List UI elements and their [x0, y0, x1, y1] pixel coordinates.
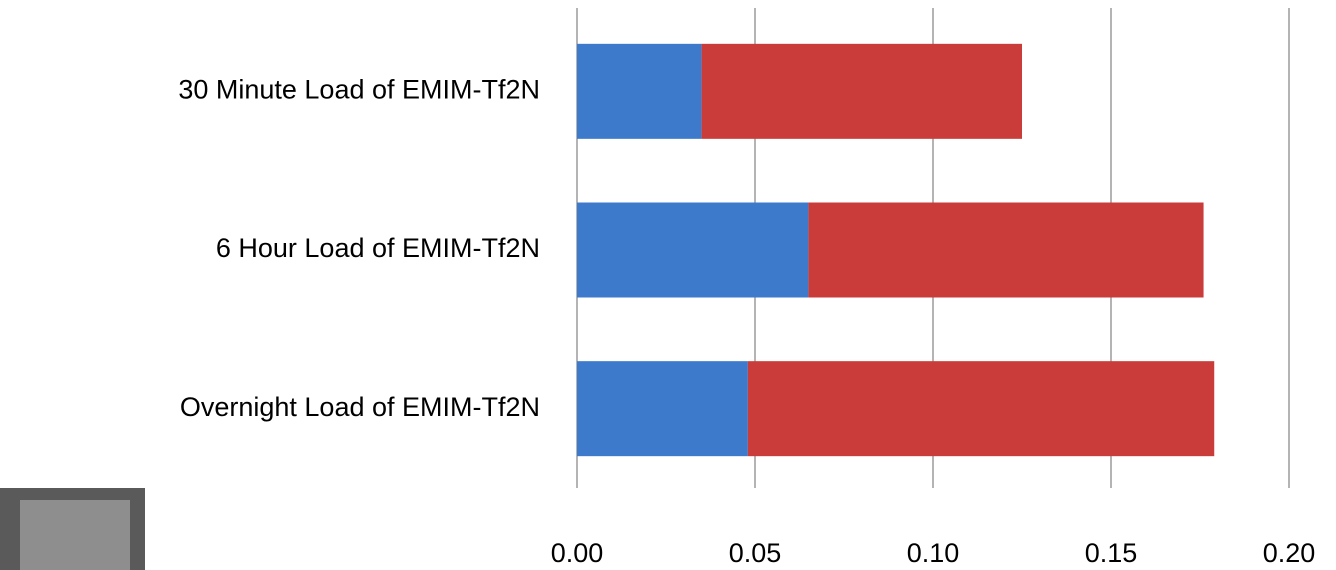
- x-tick-label: 0.20: [1263, 538, 1316, 568]
- y-tick-label: 30 Minute Load of EMIM-Tf2N: [178, 74, 540, 104]
- bar-segment: [808, 202, 1204, 298]
- photo-fragment-detail: [20, 500, 130, 570]
- x-tick-label: 0.00: [551, 538, 604, 568]
- bar-segment: [577, 202, 809, 298]
- x-tick-label: 0.15: [1085, 538, 1138, 568]
- bar-segment: [701, 43, 1022, 139]
- y-tick-label: Overnight Load of EMIM-Tf2N: [180, 392, 540, 422]
- bar-segment: [747, 361, 1215, 457]
- bar-segment: [577, 361, 748, 457]
- bar-segment: [577, 43, 702, 139]
- x-tick-label: 0.10: [907, 538, 960, 568]
- y-tick-label: 6 Hour Load of EMIM-Tf2N: [216, 233, 540, 263]
- x-tick-label: 0.05: [729, 538, 782, 568]
